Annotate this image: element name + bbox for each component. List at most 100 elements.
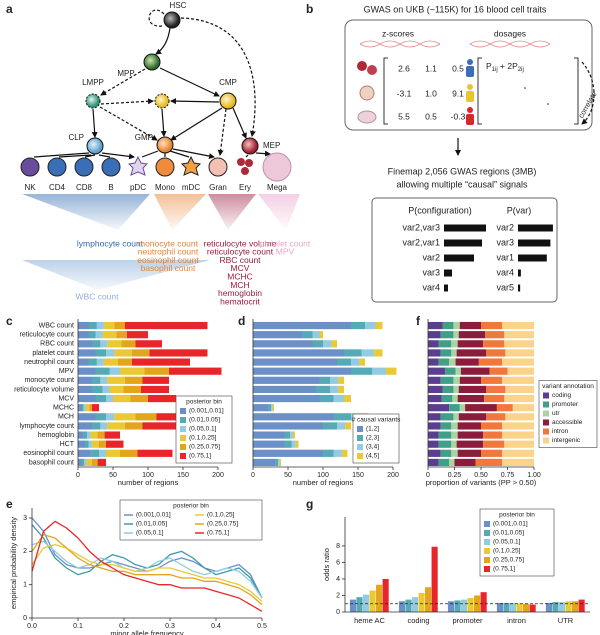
- bar: [398, 601, 406, 612]
- bar-segment: [465, 404, 497, 412]
- node-label: MPP: [117, 69, 134, 78]
- y-tick-label: 4: [336, 576, 340, 583]
- bar-segment: [505, 349, 534, 357]
- config-bar: [444, 269, 452, 277]
- config-bar: [444, 284, 448, 292]
- config-label: var2,var3: [402, 222, 440, 232]
- arrow: [217, 108, 227, 156]
- x-tick-label: coding: [407, 616, 429, 625]
- x-tick-label: 0.2: [119, 623, 129, 630]
- legend-label: (3,4]: [366, 444, 379, 451]
- bar: [503, 602, 510, 612]
- legend-swatch: [180, 408, 186, 414]
- legend-swatch: [180, 435, 186, 441]
- trait-label: eosinophil count: [137, 255, 199, 265]
- arrow: [91, 108, 98, 138]
- bar-segment: [338, 385, 344, 394]
- bar-segment: [502, 431, 534, 439]
- mpp-cell: [143, 53, 161, 71]
- bar-segment: [451, 340, 458, 348]
- bar-segment: [253, 413, 334, 421]
- people-icons: [466, 59, 474, 125]
- bar-segment: [127, 331, 148, 339]
- x-tick-label: 50: [284, 472, 292, 479]
- bar: [558, 602, 566, 612]
- bar-segment: [478, 358, 503, 366]
- bar-segment: [123, 385, 141, 394]
- trait-fan: [22, 260, 210, 290]
- bar-segment: [295, 440, 299, 448]
- trait-label: lymphocyte count: [77, 238, 144, 248]
- bar-segment: [456, 349, 487, 357]
- legend-swatch: [484, 539, 490, 545]
- bar: [467, 597, 474, 612]
- cell-icon: [241, 167, 249, 175]
- bar-segment: [114, 349, 132, 357]
- cell-icon: [357, 61, 367, 71]
- bar-segment: [100, 422, 108, 430]
- bar-segment: [121, 340, 136, 348]
- bar-segment: [481, 376, 503, 384]
- bar-segment: [97, 431, 105, 439]
- bar-segment: [96, 358, 104, 366]
- bar-segment: [135, 413, 157, 421]
- trait-fan: [208, 194, 256, 230]
- bar-segment: [141, 385, 169, 394]
- bar-segment: [333, 394, 344, 403]
- bar-segment: [438, 340, 452, 348]
- bar-segment: [292, 431, 295, 439]
- hierarchy: [20, 9, 300, 290]
- legend-label: accessible: [552, 419, 583, 426]
- legend-swatch: [543, 419, 549, 426]
- bar-segment: [103, 358, 118, 366]
- bar-segment: [502, 376, 534, 384]
- bar-segment: [481, 321, 503, 330]
- cell-label: CD8: [76, 183, 93, 192]
- hsc-cell: [163, 11, 181, 29]
- bar-segment: [78, 422, 92, 430]
- bar-segment: [330, 376, 339, 384]
- bar-segment: [253, 340, 313, 348]
- bar-segment: [86, 458, 92, 467]
- x-tick-label: 0.75: [501, 472, 515, 479]
- bar-segment: [486, 413, 506, 421]
- bar-segment: [361, 349, 375, 357]
- line-series: [31, 534, 263, 606]
- bar-segment: [440, 422, 452, 430]
- bar-segment: [375, 321, 383, 330]
- bar-segment: [78, 367, 96, 375]
- bar-segment: [120, 449, 138, 457]
- x-tick-label: 150: [177, 472, 189, 479]
- bar-segment: [95, 394, 106, 403]
- bar-segment: [341, 449, 348, 457]
- bar-segment: [253, 385, 316, 394]
- cell-icon: [357, 110, 377, 124]
- x-tick-label: promoter: [452, 616, 483, 625]
- bar-segment: [117, 358, 132, 366]
- bar-segment: [319, 376, 330, 384]
- bar-segment: [451, 431, 458, 439]
- bar-segment: [316, 385, 330, 394]
- category-label: HCT: [60, 441, 75, 448]
- bar-segment: [359, 358, 365, 366]
- bar-segment: [453, 413, 459, 421]
- bar-segment: [457, 449, 481, 457]
- trait-label: basophil count: [141, 263, 196, 273]
- trait-label: MPV: [276, 247, 295, 257]
- bar-segment: [459, 404, 466, 412]
- bar-segment: [386, 367, 397, 375]
- legend-label: (4,5]: [366, 453, 379, 460]
- bar-segment: [106, 449, 120, 457]
- bar-segment: [428, 321, 443, 330]
- bar-segment: [116, 331, 127, 339]
- bar: [572, 601, 579, 612]
- bar-segment: [333, 413, 351, 421]
- bar: [411, 597, 419, 612]
- cmp-cell: [219, 92, 237, 110]
- category-label: RBC count: [40, 341, 74, 348]
- bar-segment: [99, 449, 106, 457]
- trait-label: hematocrit: [220, 296, 260, 306]
- bar-segment: [149, 349, 208, 357]
- node-label: CLP: [68, 133, 84, 142]
- x-tick-label: 0.3: [165, 623, 175, 630]
